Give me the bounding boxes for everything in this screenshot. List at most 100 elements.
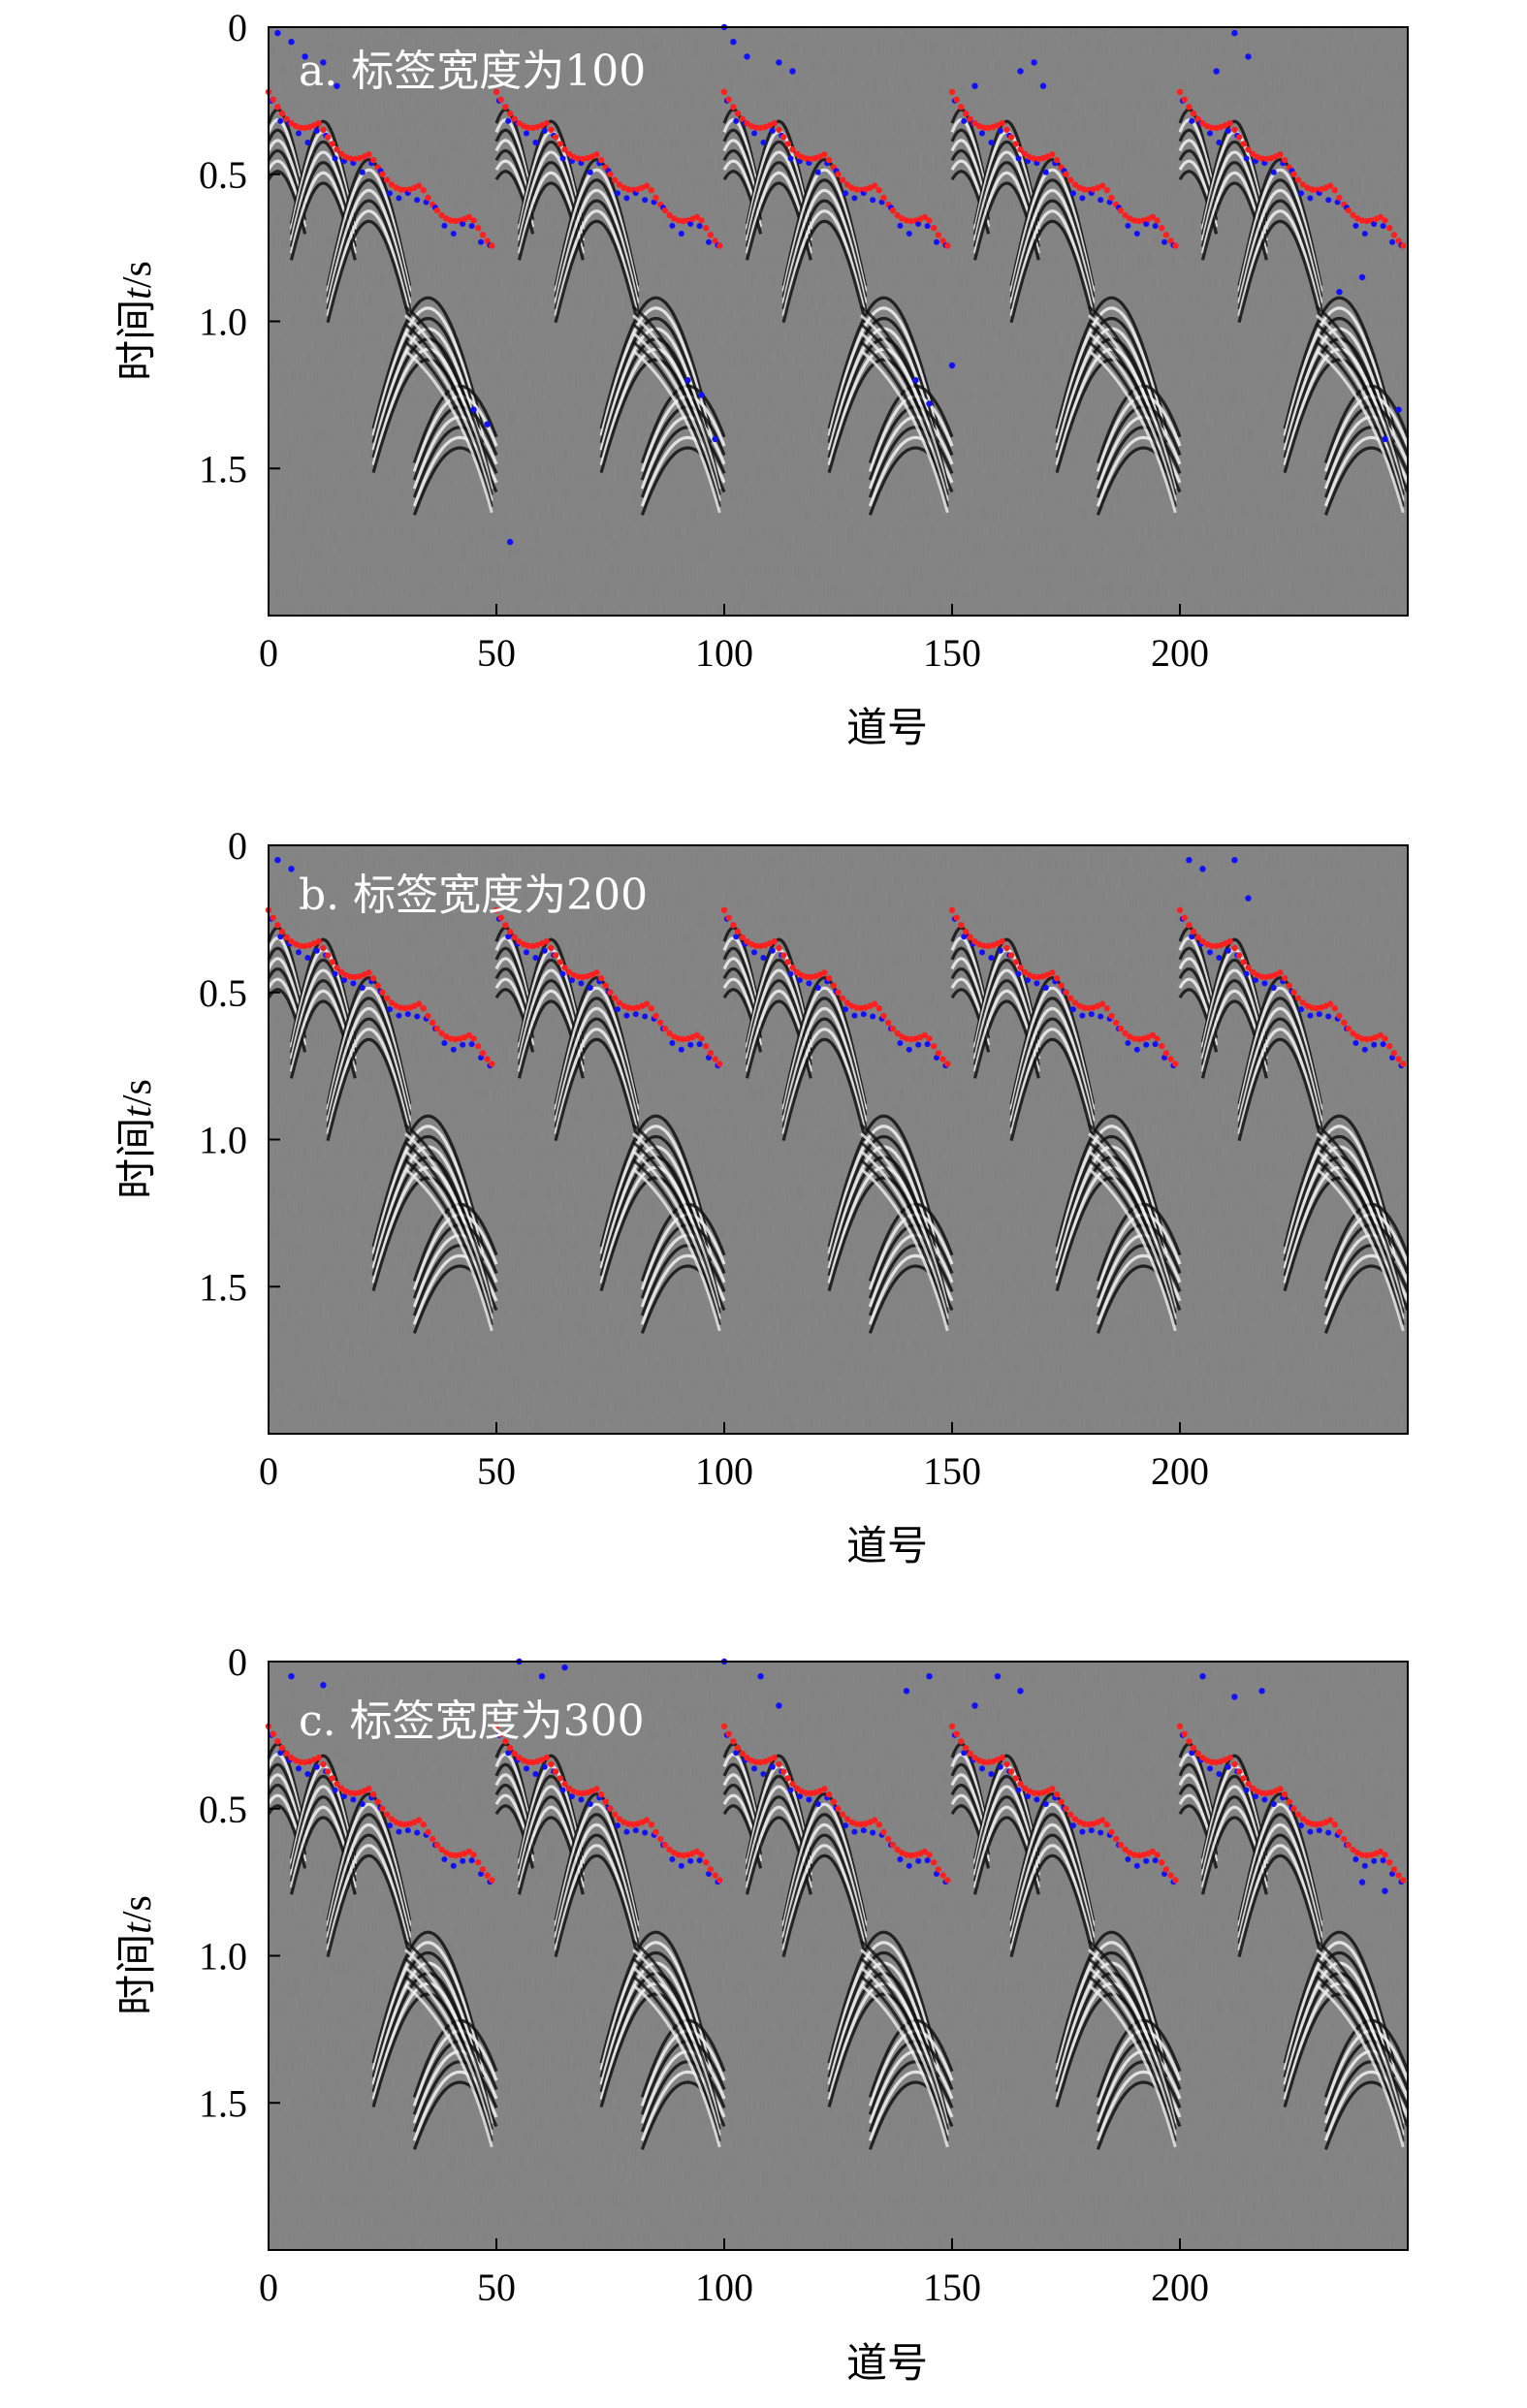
pick-red: [1081, 186, 1088, 193]
event-streak: [1088, 1124, 1177, 1302]
pick-blue: [313, 128, 320, 134]
pick-red: [894, 1846, 901, 1854]
pick-blue: [404, 1827, 411, 1834]
event-streak: [1316, 1957, 1405, 2130]
event-stripe: [1009, 178, 1096, 298]
event-stripe: [1237, 168, 1323, 292]
pick-red: [661, 1025, 669, 1032]
pick-red: [429, 1019, 436, 1027]
pick-red: [808, 1790, 814, 1797]
pick-red: [388, 1816, 396, 1822]
event-streak: [632, 1940, 721, 2118]
pick-red: [1007, 1768, 1015, 1775]
pick-red: [575, 973, 582, 980]
event-stripe: [326, 1844, 412, 1951]
pick-blue: [468, 223, 475, 230]
pick-red: [1194, 1750, 1202, 1758]
event-streak: [1316, 314, 1405, 490]
pick-red: [493, 1723, 500, 1730]
pick-red: [1235, 134, 1243, 141]
pick-red: [953, 914, 960, 921]
event-stripe: [517, 160, 585, 247]
pick-blue: [387, 1006, 393, 1013]
event-streak: [1088, 1949, 1177, 2124]
y-axis-title-unit: /s: [115, 261, 160, 288]
event-stripe: [745, 958, 812, 1054]
pick-red: [661, 1841, 669, 1849]
pick-red: [552, 1768, 559, 1775]
event-streak: [632, 340, 721, 508]
pick-blue: [615, 190, 620, 197]
event-streak: [1088, 314, 1177, 490]
event-stripe: [326, 1802, 412, 1926]
pick-blue: [843, 1822, 848, 1829]
event-stripe: [722, 935, 763, 1021]
pick-red: [907, 1852, 914, 1859]
event-streak: [632, 332, 721, 501]
pick-red: [525, 942, 532, 949]
event-stripe: [972, 1794, 1040, 1882]
pick-blue: [1361, 231, 1368, 237]
event-streak: [632, 1132, 721, 1308]
event-stripe: [517, 978, 585, 1065]
event-streak: [632, 1141, 721, 1314]
event-stripe: [1237, 1802, 1323, 1926]
pick-blue: [696, 1041, 703, 1048]
pick-blue: [906, 1046, 912, 1053]
pick-blue: [277, 117, 284, 124]
pick-red: [347, 973, 354, 980]
x-axis-title: 道号: [846, 2339, 928, 2387]
pick-red: [1035, 1790, 1042, 1797]
event-stripe: [1178, 946, 1219, 1027]
pick-red: [597, 1790, 605, 1798]
event-stripe: [950, 935, 991, 1021]
pick-red: [903, 1035, 910, 1042]
pick-red: [779, 952, 787, 959]
pick-red: [525, 124, 532, 131]
pick-red: [552, 952, 559, 959]
pick-red: [1194, 934, 1202, 940]
pick-blue: [1133, 1862, 1140, 1869]
pick-blue: [587, 169, 593, 175]
pick-red: [607, 1805, 614, 1812]
pick-blue-outlier: [484, 421, 491, 428]
pick-red: [484, 1872, 491, 1879]
pick-red: [875, 187, 882, 194]
event-streak: [1316, 1949, 1405, 2124]
pick-red: [830, 1798, 837, 1805]
pick-blue: [532, 140, 539, 145]
pick-blue: [468, 1041, 475, 1048]
event-stripe: [1009, 199, 1096, 310]
pick-blue: [569, 1793, 575, 1799]
event-stripe: [972, 160, 1040, 247]
pick-blue: [387, 1822, 393, 1829]
pick-red: [616, 999, 623, 1006]
pick-red: [484, 1056, 491, 1062]
pick-blue: [632, 1011, 639, 1018]
event-stripe: [289, 1774, 357, 1870]
pick-red: [1167, 1056, 1174, 1062]
pick-red: [1390, 1866, 1398, 1873]
pick-red: [703, 225, 710, 232]
event-streak: [860, 340, 949, 508]
pick-red: [680, 217, 686, 225]
pick-blue: [915, 1857, 922, 1864]
pick-red: [1386, 225, 1393, 232]
pick-red: [465, 1031, 472, 1039]
pick-red: [1071, 999, 1079, 1006]
event-stripe: [972, 119, 1040, 225]
pick-blue: [642, 1829, 649, 1836]
y-tick-label: 1.5: [199, 447, 247, 491]
pick-blue: [1253, 1793, 1258, 1799]
pick-red: [1235, 952, 1243, 959]
y-tick-label: 0.5: [199, 1788, 247, 1831]
pick-blue: [934, 1871, 939, 1877]
pick-red: [1067, 176, 1074, 183]
pick-red: [612, 1811, 619, 1818]
pick-red: [475, 225, 482, 232]
event-stripe: [1009, 1028, 1096, 1135]
pick-red: [894, 1030, 901, 1037]
pick-blue: [1389, 1055, 1395, 1061]
pick-red: [1390, 232, 1398, 238]
pick-blue-outlier: [288, 1673, 295, 1680]
